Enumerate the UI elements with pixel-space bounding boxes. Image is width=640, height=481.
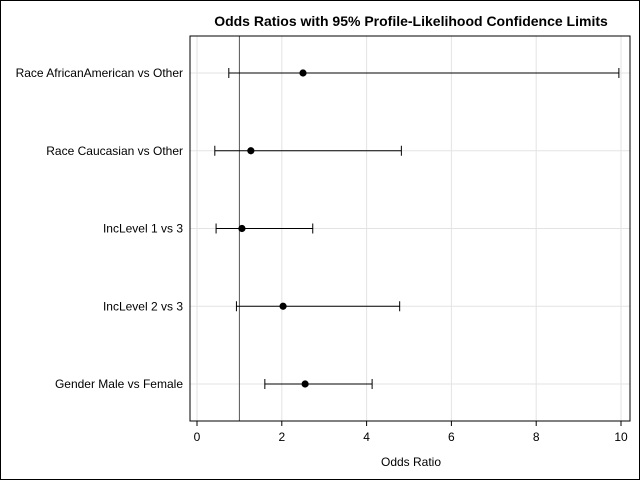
plot-marks xyxy=(214,68,620,389)
category-label-2: IncLevel 1 vs 3 xyxy=(103,222,183,236)
x-tick-label-2: 4 xyxy=(363,430,370,444)
plot-area xyxy=(189,35,631,422)
category-labels: Race AfricanAmerican vs Other Race Caucas… xyxy=(16,66,184,391)
x-tick-label-5: 10 xyxy=(614,430,628,444)
estimate-point-0 xyxy=(299,69,307,77)
category-label-3: IncLevel 2 vs 3 xyxy=(103,299,183,313)
estimate-point-3 xyxy=(279,302,287,310)
estimate-point-4 xyxy=(301,380,309,388)
x-tick-label-3: 6 xyxy=(448,430,455,444)
category-label-4: Gender Male vs Female xyxy=(55,377,183,391)
x-axis-ticks: 0 2 4 6 8 10 xyxy=(194,421,628,444)
estimate-point-1 xyxy=(247,147,255,155)
x-tick-label-4: 8 xyxy=(533,430,540,444)
category-label-0: Race AfricanAmerican vs Other xyxy=(16,66,183,80)
x-tick-label-1: 2 xyxy=(278,430,285,444)
estimate-point-2 xyxy=(238,224,246,233)
x-tick-label-0: 0 xyxy=(194,430,201,444)
chart-title: Odds Ratios with 95% Profile-Likelihood … xyxy=(214,13,608,29)
x-axis-label: Odds Ratio xyxy=(381,455,441,469)
category-label-1: Race Caucasian vs Other xyxy=(46,144,183,158)
